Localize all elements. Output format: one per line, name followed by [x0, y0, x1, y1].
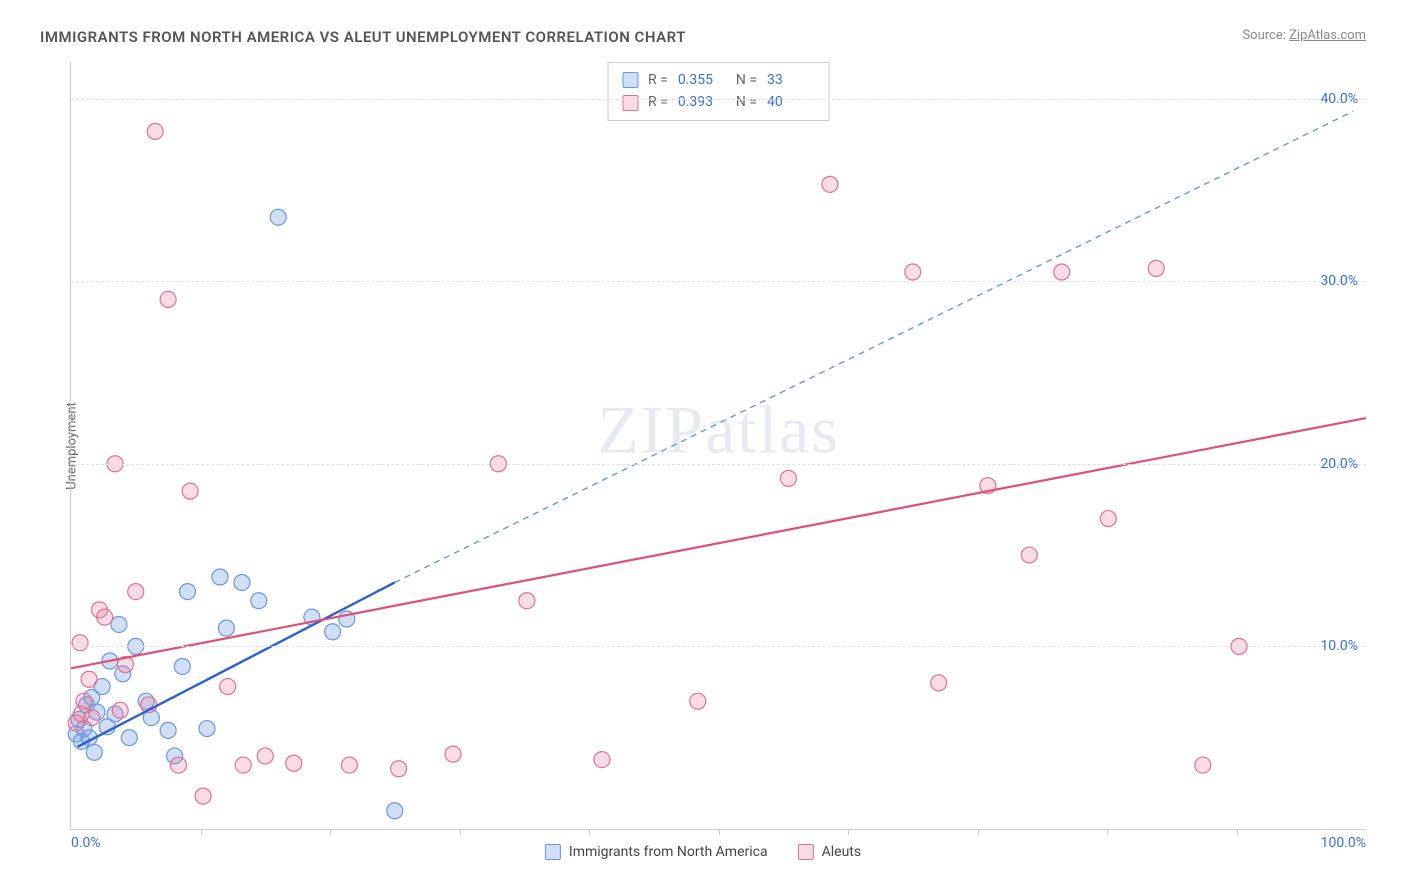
- data-point-aleuts: [931, 675, 947, 691]
- y-tick-label: 20.0%: [1320, 456, 1358, 472]
- data-point-aleuts: [905, 264, 921, 280]
- data-point-immigrants: [86, 744, 102, 760]
- data-point-aleuts: [1100, 511, 1116, 527]
- x-tick: [719, 829, 720, 835]
- x-tick: [201, 829, 202, 835]
- y-tick-label: 30.0%: [1320, 273, 1358, 289]
- chart-title: IMMIGRANTS FROM NORTH AMERICA VS ALEUT U…: [40, 28, 686, 46]
- data-point-immigrants: [111, 616, 127, 632]
- data-point-aleuts: [1195, 757, 1211, 773]
- data-point-aleuts: [690, 693, 706, 709]
- legend-series: Immigrants from North America Aleuts: [545, 844, 861, 860]
- gridline: [71, 464, 1366, 465]
- gridline: [71, 646, 1366, 647]
- data-point-aleuts: [147, 123, 163, 139]
- x-tick: [460, 829, 461, 835]
- chart-source: Source: ZipAtlas.com: [1242, 28, 1366, 43]
- data-point-immigrants: [218, 620, 234, 636]
- data-point-aleuts: [1148, 260, 1164, 276]
- data-point-immigrants: [160, 722, 176, 738]
- data-point-aleuts: [391, 761, 407, 777]
- trendline-aleuts: [71, 418, 1366, 668]
- data-point-aleuts: [97, 609, 113, 625]
- data-point-immigrants: [174, 658, 190, 674]
- data-point-aleuts: [220, 679, 236, 695]
- data-point-immigrants: [212, 569, 228, 585]
- legend-swatch: [545, 844, 561, 860]
- legend-item-immigrants[interactable]: Immigrants from North America: [545, 844, 768, 860]
- data-point-aleuts: [286, 755, 302, 771]
- x-tick: [978, 829, 979, 835]
- data-point-aleuts: [76, 693, 92, 709]
- gridline: [71, 281, 1366, 282]
- legend-swatch: [798, 844, 814, 860]
- data-point-aleuts: [160, 291, 176, 307]
- data-point-aleuts: [195, 788, 211, 804]
- data-point-aleuts: [182, 483, 198, 499]
- legend-series-name: Aleuts: [822, 844, 861, 860]
- data-point-aleuts: [235, 757, 251, 773]
- x-tick: [1237, 829, 1238, 835]
- data-point-aleuts: [594, 752, 610, 768]
- data-point-aleuts: [81, 671, 97, 687]
- trendline-ext-immigrants: [395, 111, 1353, 582]
- data-point-aleuts: [1021, 547, 1037, 563]
- x-tick: [1107, 829, 1108, 835]
- data-point-immigrants: [199, 721, 215, 737]
- source-prefix: Source:: [1242, 28, 1285, 43]
- data-point-immigrants: [234, 574, 250, 590]
- data-point-aleuts: [780, 470, 796, 486]
- data-point-immigrants: [121, 730, 137, 746]
- legend-item-aleuts[interactable]: Aleuts: [798, 844, 861, 860]
- x-tick: [848, 829, 849, 835]
- correlation-chart: IMMIGRANTS FROM NORTH AMERICA VS ALEUT U…: [20, 20, 1386, 872]
- y-tick-label: 40.0%: [1320, 91, 1358, 107]
- data-point-aleuts: [445, 746, 461, 762]
- data-point-aleuts: [822, 176, 838, 192]
- data-point-immigrants: [325, 624, 341, 640]
- source-link[interactable]: ZipAtlas.com: [1289, 28, 1366, 43]
- x-tick-label: 0.0%: [71, 835, 101, 851]
- x-tick: [330, 829, 331, 835]
- plot-area: ZIPatlas R =0.355N =33R =0.393N =40 10.0…: [70, 62, 1366, 830]
- data-point-immigrants: [180, 584, 196, 600]
- data-point-aleuts: [170, 757, 186, 773]
- data-point-aleuts: [341, 757, 357, 773]
- data-point-immigrants: [270, 209, 286, 225]
- gridline: [71, 99, 1366, 100]
- x-tick-label: 100.0%: [1321, 835, 1366, 851]
- chart-svg: [71, 62, 1366, 829]
- data-point-aleuts: [84, 710, 100, 726]
- data-point-immigrants: [387, 803, 403, 819]
- data-point-aleuts: [257, 748, 273, 764]
- data-point-aleuts: [519, 593, 535, 609]
- legend-series-name: Immigrants from North America: [569, 844, 768, 860]
- y-tick-label: 10.0%: [1320, 638, 1358, 654]
- x-tick: [589, 829, 590, 835]
- data-point-aleuts: [1054, 264, 1070, 280]
- data-point-aleuts: [128, 584, 144, 600]
- data-point-aleuts: [72, 635, 88, 651]
- data-point-immigrants: [251, 593, 267, 609]
- data-point-aleuts: [112, 702, 128, 718]
